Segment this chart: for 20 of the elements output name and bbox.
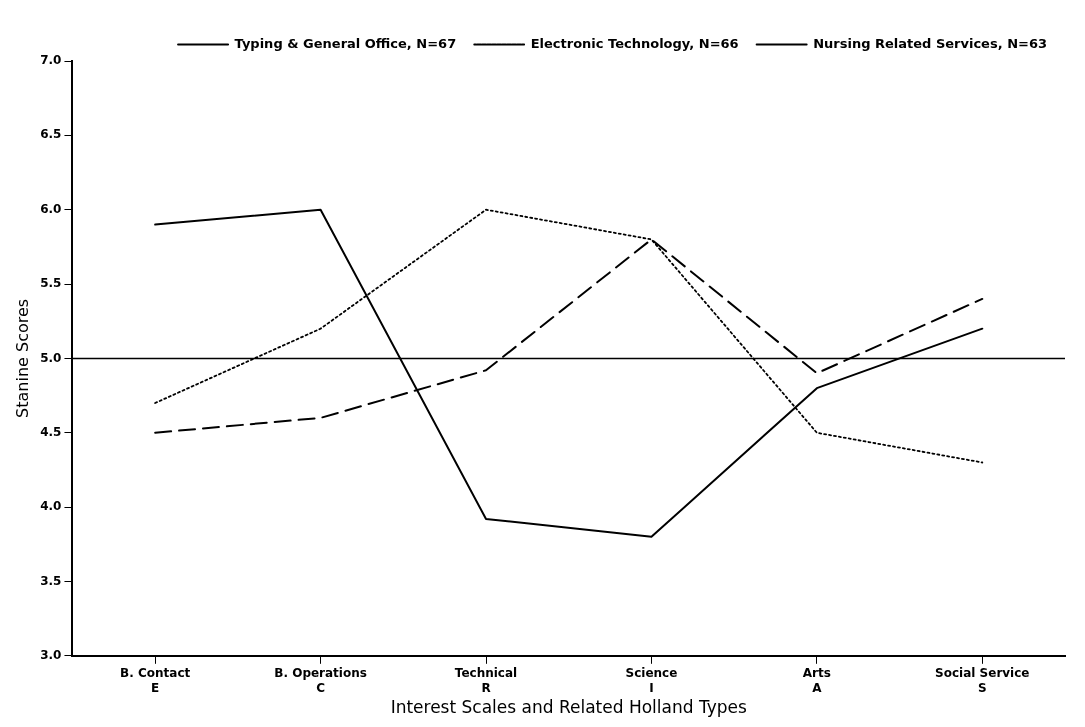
legend-label: Nursing Related Services, N=63 — [813, 35, 1048, 51]
y-tick-label: 4.0 — [40, 499, 62, 514]
x-tick-label: Science I — [625, 666, 678, 695]
y-tick-label: 5.5 — [40, 276, 62, 291]
x-tick-label: Social Service S — [935, 666, 1030, 695]
x-tick-label: B. Operations C — [274, 666, 367, 695]
y-tick-label: 6.0 — [40, 201, 62, 216]
legend-label: Electronic Technology, N=66 — [530, 35, 739, 51]
y-tick-label: 4.5 — [40, 424, 62, 439]
y-tick-label: 7.0 — [40, 53, 62, 68]
y-axis-title: Stanine Scores — [12, 298, 32, 418]
x-tick-label: B. Contact E — [120, 666, 191, 695]
x-tick-label: Technical R — [454, 666, 518, 695]
y-tick-label: 3.0 — [40, 647, 62, 662]
y-tick-label: 6.5 — [40, 127, 62, 142]
x-tick-label: Arts A — [802, 666, 831, 695]
legend-label: Typing & General Office, N=67 — [234, 35, 457, 51]
y-tick-label: 5.0 — [40, 350, 62, 365]
x-axis-title: Interest Scales and Related Holland Types — [390, 697, 747, 718]
y-tick-label: 3.5 — [40, 573, 62, 588]
